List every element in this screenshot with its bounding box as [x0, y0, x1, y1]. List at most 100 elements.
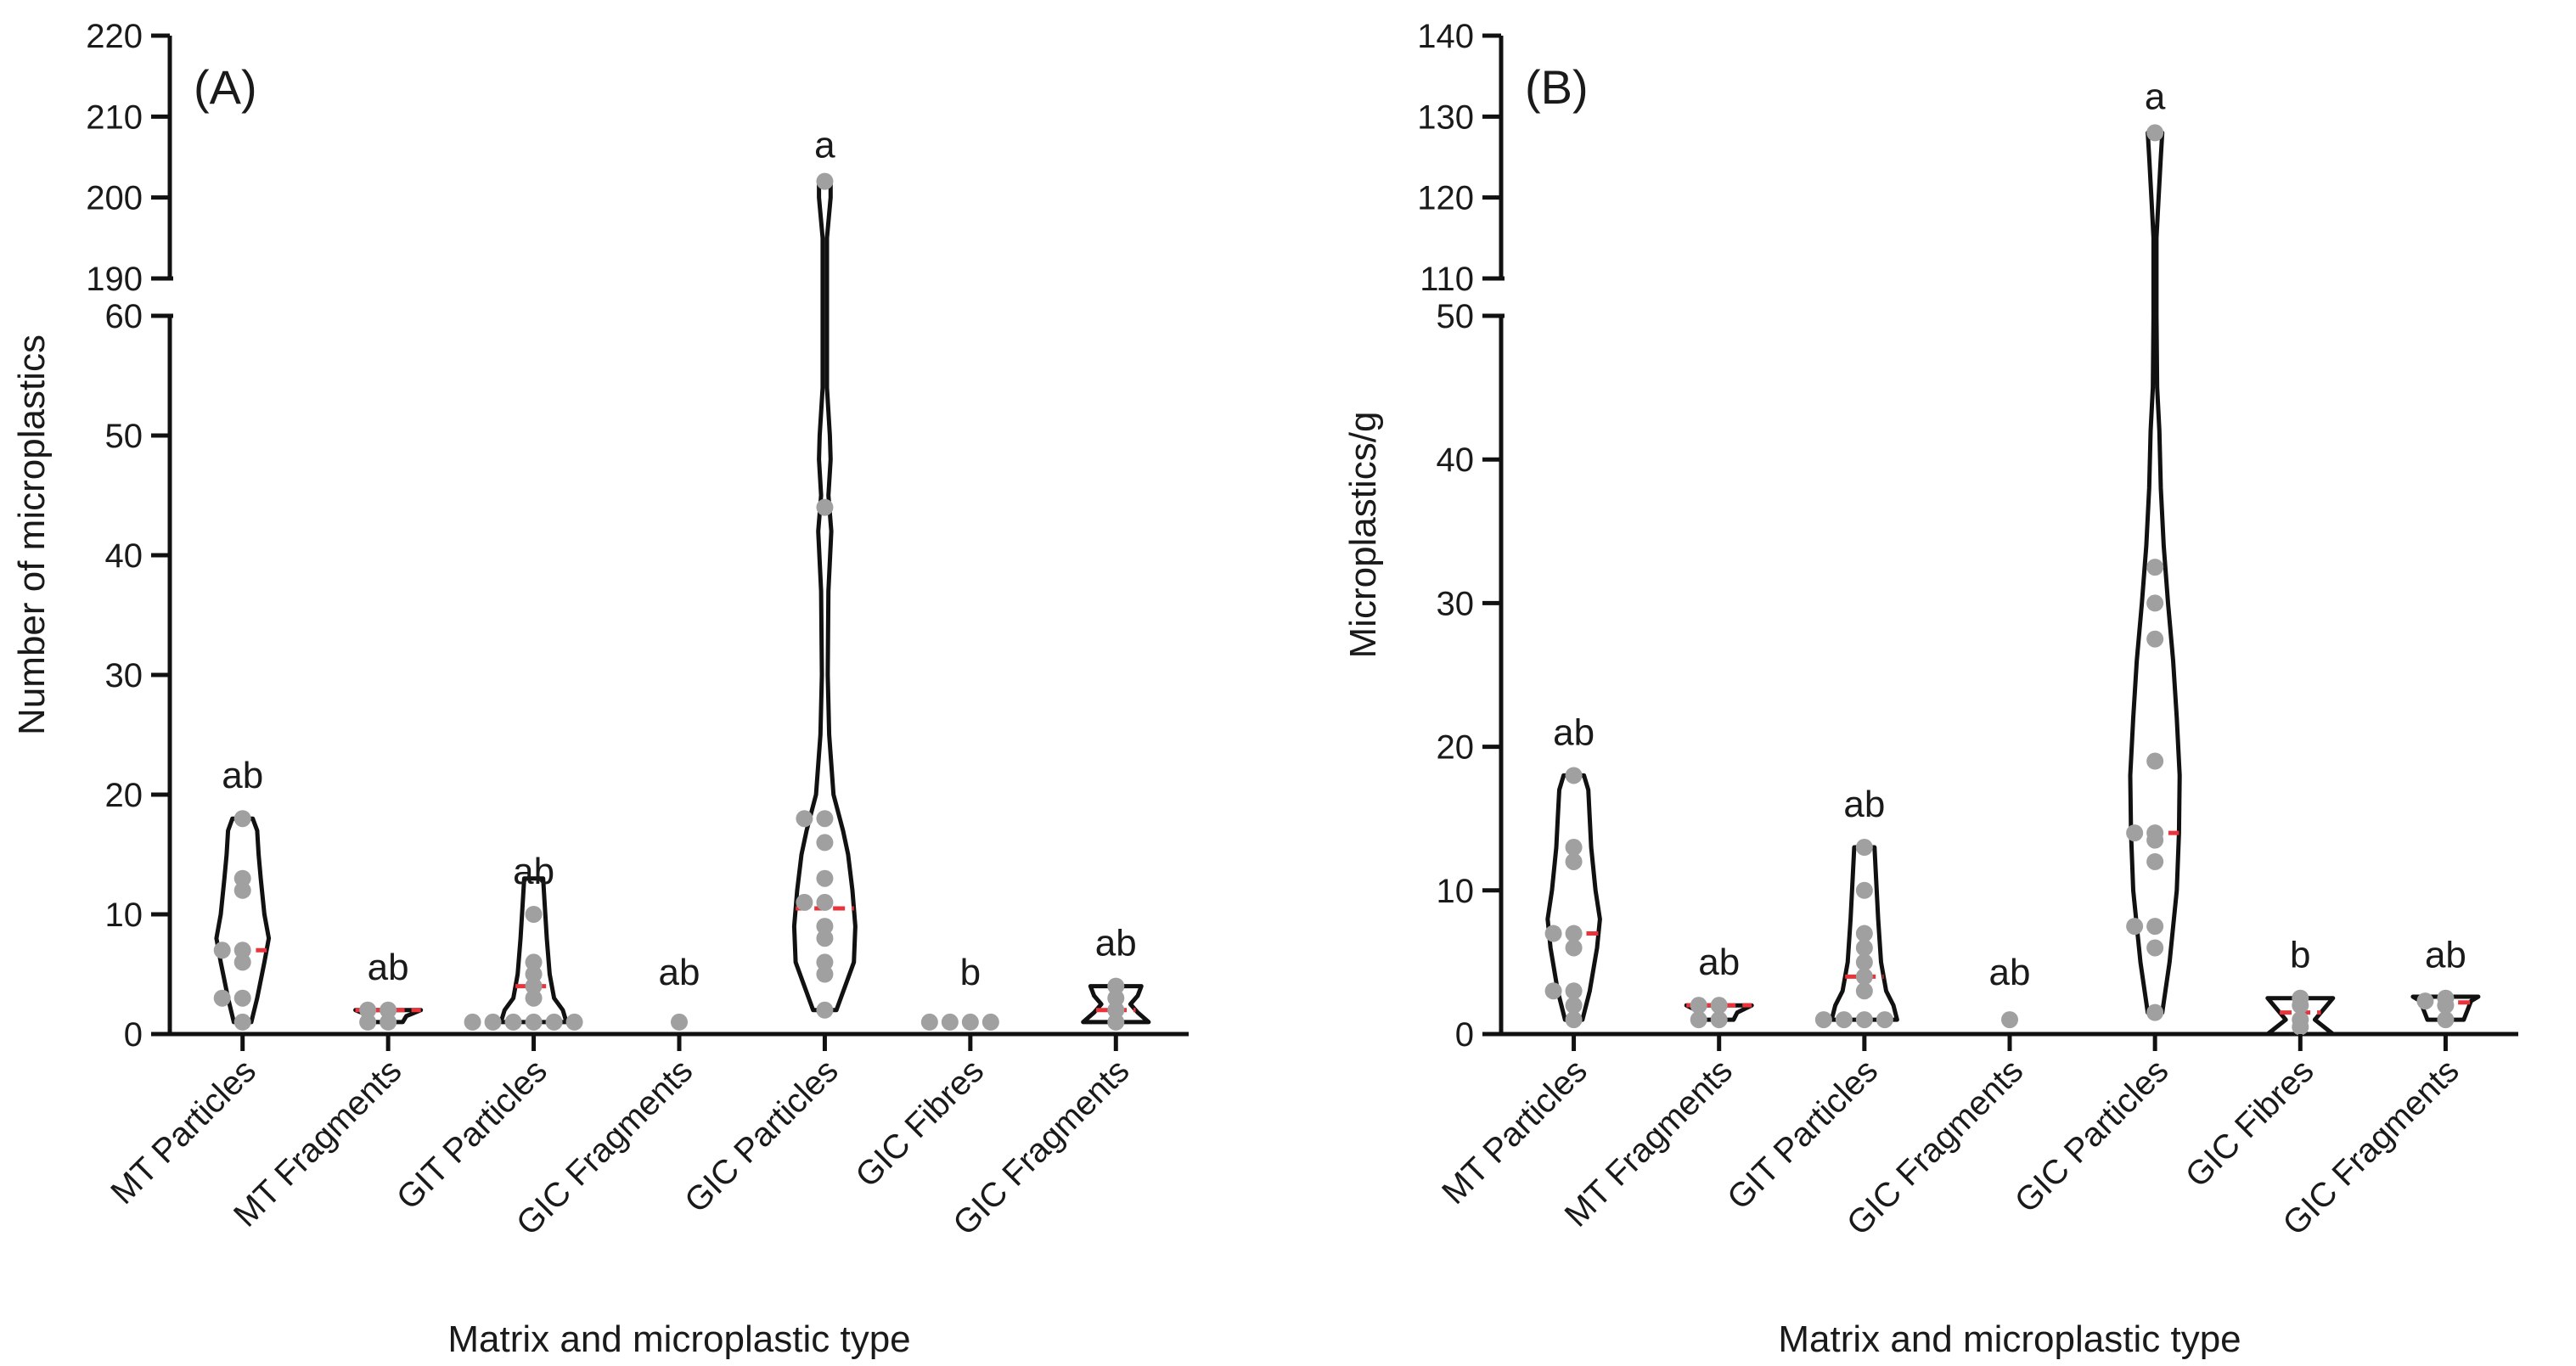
y-tick-label: 50 — [1437, 298, 1475, 335]
y-tick-label: 0 — [1455, 1016, 1474, 1054]
data-point — [1107, 1001, 1125, 1019]
x-tick-label: GIT Particles — [390, 1052, 554, 1217]
violin-outline — [498, 876, 569, 1025]
significance-letter: b — [960, 952, 981, 993]
y-tick-label: 20 — [1437, 729, 1475, 767]
x-tick-label: GIC Particles — [2008, 1052, 2176, 1220]
data-point — [2146, 752, 2164, 770]
data-point — [2292, 997, 2309, 1015]
significance-letter: a — [814, 125, 835, 166]
data-point — [525, 989, 543, 1007]
y-tick-label: 140 — [1417, 18, 1474, 55]
y-tick-label: 30 — [105, 657, 143, 694]
data-point — [2126, 918, 2144, 936]
data-point — [1876, 1011, 1893, 1029]
data-point — [2146, 1003, 2164, 1021]
data-point — [1855, 968, 1873, 986]
y-tick-label: 0 — [124, 1016, 143, 1054]
y-tick-label: 120 — [1417, 180, 1474, 217]
data-point — [545, 1013, 563, 1031]
data-point — [2126, 824, 2144, 842]
violin-group: b GIC Fibres — [848, 952, 999, 1195]
data-point — [233, 869, 251, 887]
data-point — [1855, 982, 1873, 1000]
data-point — [380, 1013, 397, 1031]
data-point — [941, 1013, 959, 1031]
y-tick-label: 50 — [105, 418, 143, 455]
data-point — [816, 810, 834, 828]
x-tick-label: GIC Fibres — [2179, 1052, 2321, 1195]
violin-outline — [1081, 984, 1151, 1025]
data-point — [213, 989, 231, 1007]
y-tick-label: 30 — [1437, 585, 1475, 622]
data-point — [1107, 977, 1125, 995]
significance-letter: ab — [368, 947, 409, 988]
y-tick-label: 200 — [86, 180, 143, 217]
significance-letter: ab — [1989, 952, 2031, 993]
data-point — [233, 1013, 251, 1031]
data-point — [1855, 881, 1873, 899]
data-point — [816, 930, 834, 947]
y-tick-label: 220 — [86, 18, 143, 55]
x-axis-title: Matrix and microplastic type — [447, 1318, 910, 1360]
data-point — [1855, 1011, 1873, 1029]
x-tick-label: GIT Particles — [1720, 1052, 1885, 1217]
data-point — [816, 953, 834, 971]
data-point — [233, 810, 251, 828]
data-point — [1690, 1011, 1707, 1029]
data-point — [525, 953, 543, 971]
data-point — [816, 893, 834, 911]
y-axis-title: Microplastics/g — [1342, 412, 1384, 659]
data-point — [484, 1013, 502, 1031]
significance-letter: ab — [1553, 711, 1595, 753]
significance-letter: a — [2145, 76, 2166, 117]
data-point — [2146, 630, 2164, 648]
y-tick-label: 110 — [1420, 261, 1474, 298]
data-point — [2437, 997, 2455, 1015]
data-point — [1710, 997, 1728, 1015]
data-point — [525, 965, 543, 983]
data-point — [816, 172, 834, 190]
y-tick-label: 190 — [86, 261, 143, 298]
data-point — [233, 942, 251, 959]
data-point — [816, 1001, 834, 1019]
violin-outline — [2410, 994, 2481, 1022]
y-tick-label: 40 — [105, 537, 143, 575]
data-point — [1565, 1011, 1583, 1029]
data-point — [2146, 852, 2164, 870]
data-point — [1814, 1011, 1832, 1029]
data-point — [1855, 939, 1873, 957]
x-tick-label: MT Particles — [1435, 1052, 1595, 1211]
data-point — [213, 942, 231, 959]
violin-group: ab GIT Particles — [1720, 784, 1899, 1217]
violin-group: a GIC Particles — [2008, 76, 2182, 1220]
significance-letter: ab — [659, 952, 700, 993]
x-tick-label: GIC Particles — [678, 1052, 846, 1220]
violin-group: ab MT Particles — [104, 755, 272, 1211]
data-point — [2146, 918, 2164, 936]
x-axis-title: Matrix and microplastic type — [1778, 1318, 2241, 1360]
y-axis-title: Number of microplastics — [11, 334, 53, 735]
data-point — [1565, 925, 1583, 942]
data-point — [981, 1013, 999, 1031]
data-point — [1565, 982, 1583, 1000]
data-point — [525, 906, 543, 923]
data-point — [2146, 559, 2164, 576]
significance-letter: ab — [513, 851, 554, 892]
data-point — [1565, 939, 1583, 957]
data-point — [2292, 1018, 2309, 1036]
data-point — [2001, 1011, 2018, 1029]
y-tick-label: 10 — [105, 897, 143, 934]
data-point — [1565, 767, 1583, 784]
y-tick-label: 20 — [105, 777, 143, 814]
significance-letter: b — [2290, 935, 2310, 976]
y-tick-label: 10 — [1437, 873, 1475, 910]
data-point — [1855, 839, 1873, 857]
y-tick-label: 210 — [86, 98, 143, 136]
data-point — [1107, 1013, 1125, 1031]
significance-letter: ab — [1843, 784, 1885, 825]
significance-letter: ab — [222, 755, 263, 796]
